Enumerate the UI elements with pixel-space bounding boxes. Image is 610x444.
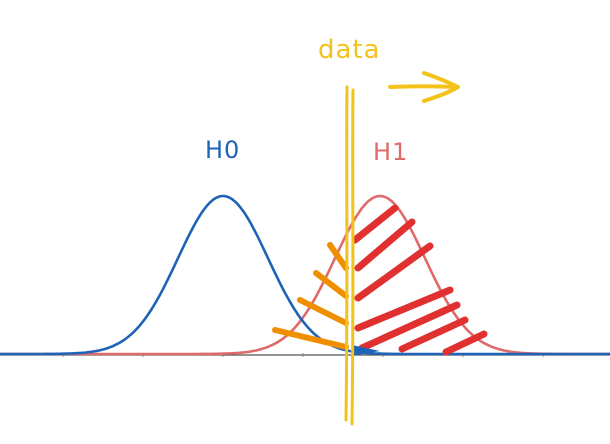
alpha-tail-fill: [352, 345, 380, 356]
h0-distribution-curve: [0, 194, 610, 356]
h1-distribution-curve: [0, 194, 610, 356]
data-line: [344, 85, 355, 426]
beta-region-hatch: [272, 242, 349, 350]
h1-label: H1: [373, 138, 408, 166]
data-label: data: [318, 35, 381, 65]
arrow-right-icon: [388, 71, 460, 103]
h0-label: H0: [205, 136, 240, 164]
power-region-hatch: [351, 204, 488, 356]
